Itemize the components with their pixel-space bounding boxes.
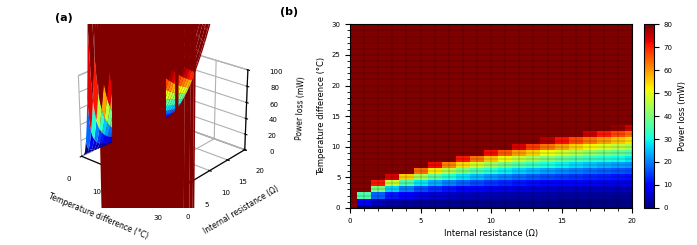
Text: (a): (a)	[55, 13, 72, 23]
X-axis label: Temperature difference (°C): Temperature difference (°C)	[47, 192, 149, 241]
Y-axis label: Internal resistance (Ω): Internal resistance (Ω)	[202, 184, 280, 236]
Y-axis label: Power loss (mW): Power loss (mW)	[678, 81, 687, 151]
Text: (b): (b)	[279, 7, 298, 17]
Y-axis label: Temperature difference (°C): Temperature difference (°C)	[317, 57, 325, 175]
X-axis label: Internal resistance (Ω): Internal resistance (Ω)	[444, 229, 538, 238]
